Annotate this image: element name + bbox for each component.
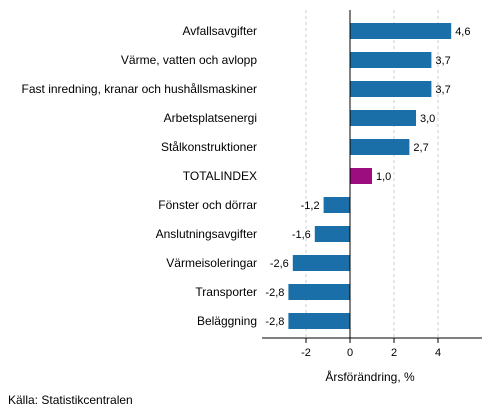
x-tick-label: 4 (435, 347, 441, 359)
value-label: 2,7 (413, 142, 428, 154)
category-label: Värmeisoleringar (166, 256, 257, 270)
x-axis: -2 0 2 4 (262, 10, 482, 359)
value-label: -2,8 (265, 287, 284, 299)
bar-5 (350, 168, 372, 184)
category-label: Fönster och dörrar (158, 198, 257, 212)
value-label: 3,7 (435, 84, 450, 96)
bar-3 (350, 110, 416, 126)
source-note: Källa: Statistikcentralen (8, 393, 133, 407)
category-label: Värme, vatten och avlopp (121, 53, 257, 67)
value-label: 3,7 (435, 55, 450, 67)
bars (288, 23, 452, 329)
category-label: TOTALINDEX (183, 169, 257, 183)
value-label: 3,0 (420, 113, 435, 125)
bar-0 (350, 23, 452, 39)
category-label: Stålkonstruktioner (161, 140, 257, 154)
bar-2 (350, 81, 432, 97)
category-label: Arbetsplatsenergi (164, 111, 257, 125)
value-label: 4,6 (455, 26, 470, 38)
category-label: Fast inredning, kranar och hushållsmaski… (22, 82, 257, 96)
bar-8 (292, 255, 350, 271)
category-label: Transporter (195, 285, 257, 299)
category-label: Anslutningsavgifter (156, 227, 257, 241)
value-label: -2,6 (270, 258, 289, 270)
value-label: 1,0 (376, 171, 391, 183)
bar-10 (288, 313, 350, 329)
x-tick-label: 0 (347, 347, 353, 359)
x-tick-label: 2 (391, 347, 397, 359)
value-label: -2,8 (265, 316, 284, 328)
category-label: Beläggning (197, 314, 257, 328)
bar-9 (288, 284, 350, 300)
value-label: -1,2 (301, 200, 320, 212)
category-labels: Avfallsavgifter Värme, vatten och avlopp F… (22, 24, 258, 328)
bar-1 (350, 52, 432, 68)
bar-6 (323, 197, 350, 213)
value-label: -1,6 (292, 229, 311, 241)
x-axis-title: Årsförändring, % (325, 369, 415, 384)
value-labels: 4,6 3,7 3,7 3,0 2,7 1,0 -1,2 -1,6 -2,6 -2,8 -2,8 (265, 26, 470, 328)
x-tick-label: -2 (301, 347, 311, 359)
bar-4 (350, 139, 410, 155)
category-label: Avfallsavgifter (183, 24, 257, 38)
bar-7 (314, 226, 350, 242)
